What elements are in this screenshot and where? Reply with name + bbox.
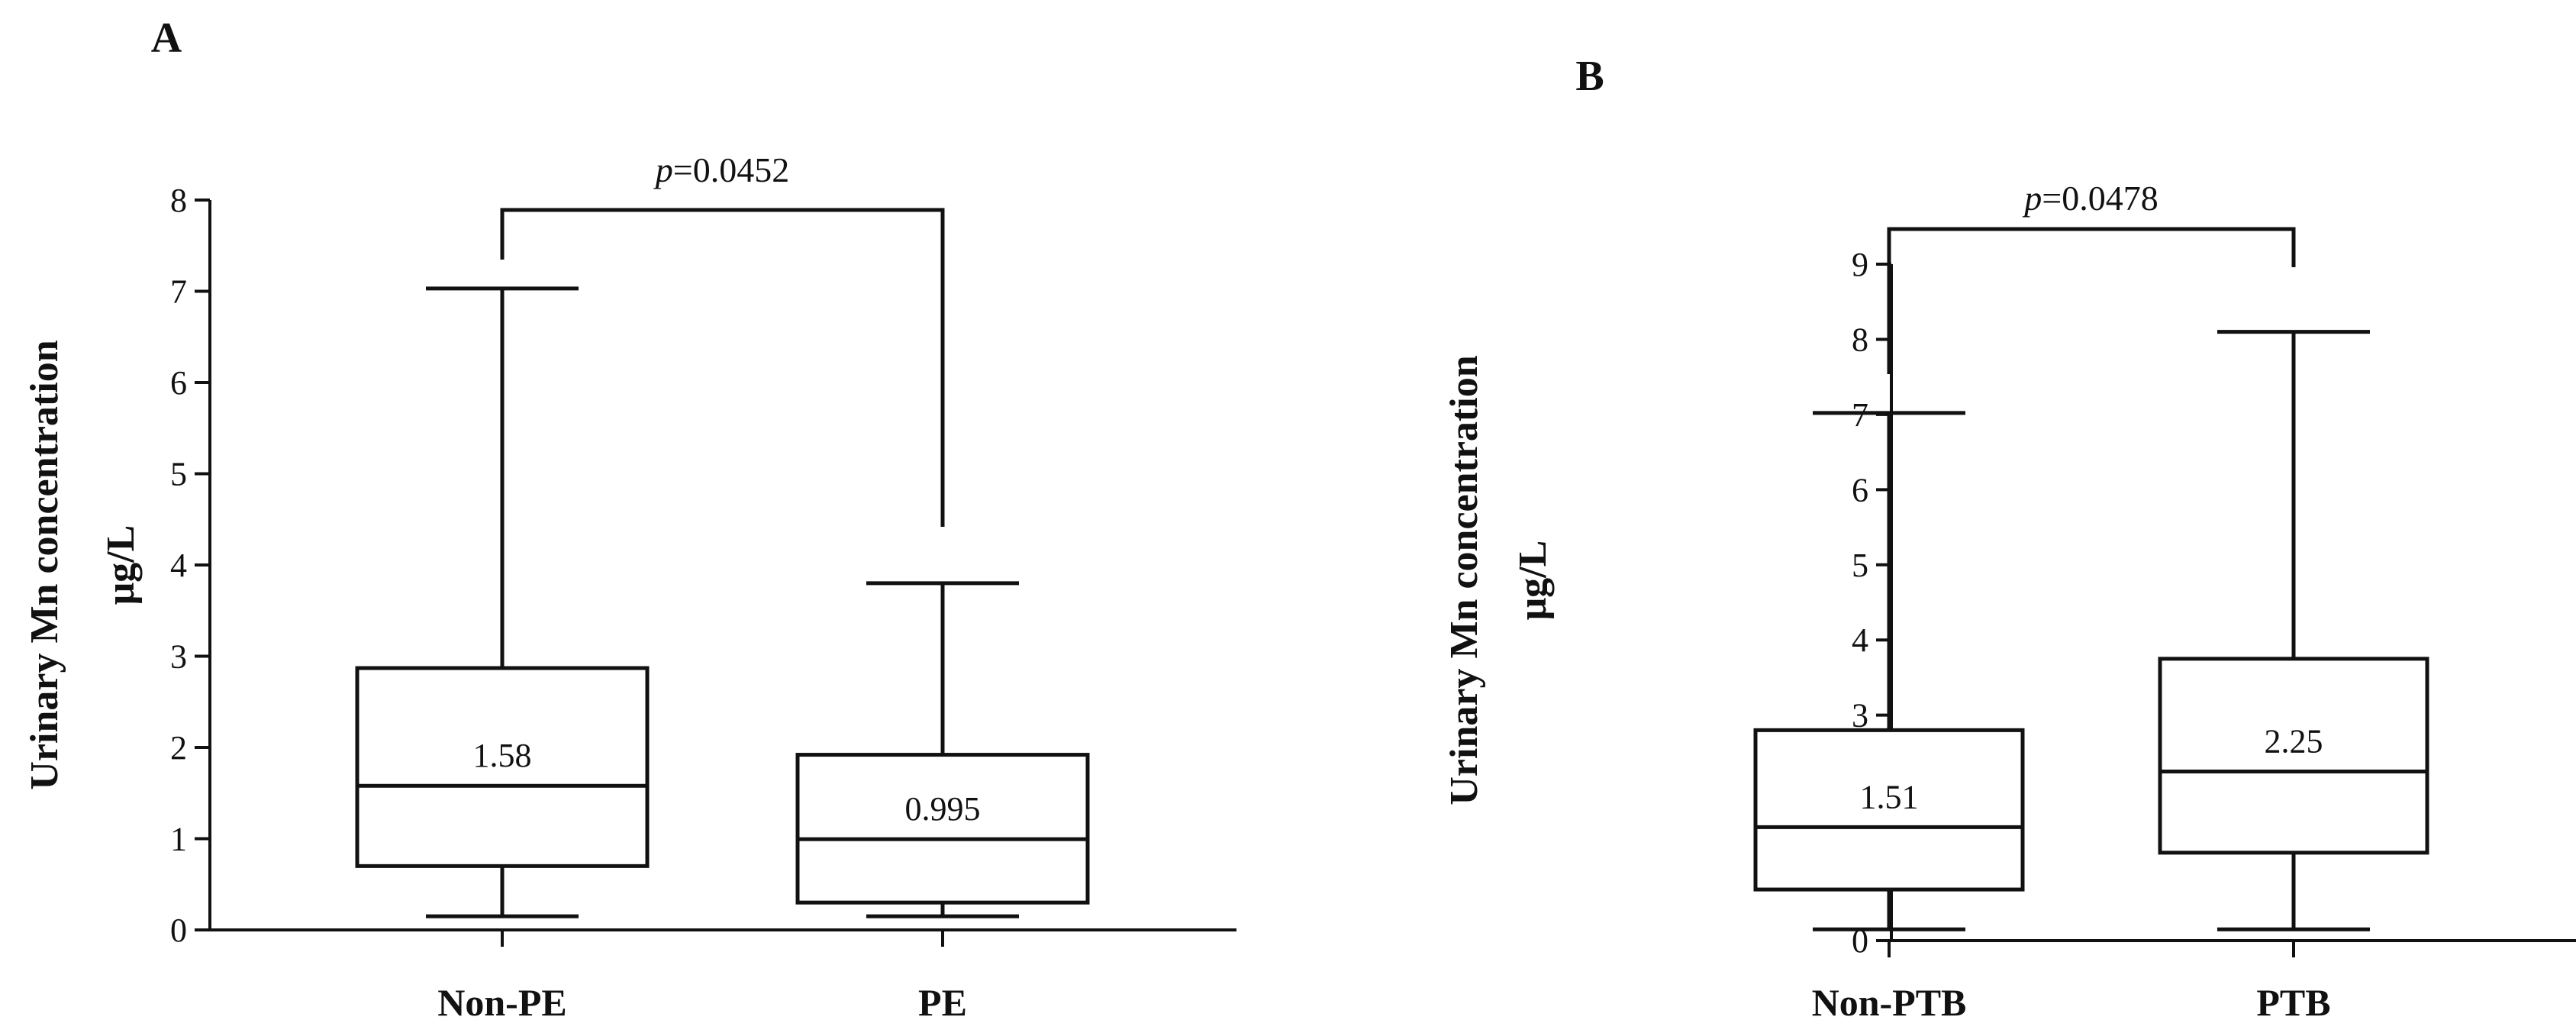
iqr-box bbox=[355, 666, 650, 868]
box-PE: 0.995 PE bbox=[795, 581, 1090, 1024]
y-axis-label: Urinary Mn concentration bbox=[1443, 355, 1486, 805]
p-value-label: p=0.0478 bbox=[2022, 179, 2158, 218]
y-tick-label: 3 bbox=[170, 638, 187, 676]
y-tick-label: 3 bbox=[1852, 697, 1868, 734]
y-tick-label: 0 bbox=[170, 912, 187, 949]
y-tick-label: 6 bbox=[170, 364, 187, 402]
y-tick-label: 8 bbox=[1852, 321, 1868, 358]
y-axis-label: Urinary Mn concentration bbox=[23, 340, 66, 789]
iqr-box bbox=[1753, 728, 2025, 892]
y-axis-unit-label: μg/L bbox=[1511, 541, 1555, 621]
p-symbol: p bbox=[653, 150, 673, 189]
x-category-label: PE bbox=[918, 981, 967, 1024]
y-tick-label: 7 bbox=[170, 273, 187, 311]
y-tick-label: 0 bbox=[1852, 922, 1868, 960]
x-category-label: PTB bbox=[2256, 981, 2330, 1024]
y-tick-label: 4 bbox=[170, 547, 187, 584]
significance-bracket bbox=[500, 208, 945, 527]
p-value: =0.0478 bbox=[2042, 179, 2158, 218]
panel-label: B bbox=[1575, 53, 1604, 100]
y-tick-label: 5 bbox=[170, 456, 187, 493]
median-label: 1.58 bbox=[473, 737, 532, 774]
x-category-label: Non-PTB bbox=[1812, 981, 1967, 1024]
significance-bracket bbox=[1887, 227, 2296, 374]
panel-label: A bbox=[151, 15, 182, 62]
x-category-label: Non-PE bbox=[437, 981, 566, 1024]
y-tick-label: 5 bbox=[1852, 547, 1868, 584]
median-label: 0.995 bbox=[905, 790, 981, 828]
y-tick-label: 6 bbox=[1852, 471, 1868, 508]
median-label: 2.25 bbox=[2265, 723, 2323, 760]
iqr-box bbox=[2158, 657, 2429, 855]
p-value-label: p=0.0452 bbox=[653, 150, 789, 189]
box-Non-PE: 1.58 Non-PE bbox=[355, 286, 650, 1024]
panel-B: B0123456789Urinary Mn concentrationμg/L1… bbox=[1443, 53, 2576, 1024]
median-label: 1.51 bbox=[1860, 778, 1919, 815]
y-axis-unit-label: μg/L bbox=[99, 525, 143, 605]
p-value: =0.0452 bbox=[673, 150, 789, 189]
y-tick-label: 1 bbox=[170, 821, 187, 858]
y-tick-label: 8 bbox=[170, 182, 187, 219]
y-tick-label: 2 bbox=[170, 729, 187, 767]
box-Non-PTB: 1.51 Non-PTB bbox=[1753, 411, 2025, 1024]
box-PTB: 2.25 PTB bbox=[2158, 330, 2429, 1024]
y-tick-label: 9 bbox=[1852, 246, 1868, 283]
iqr-box bbox=[795, 753, 1090, 905]
panel-A: A 0 1 2 3 4 5 6 7 8 Urinary Mn concentration μg/L 1.… bbox=[23, 15, 1236, 1024]
p-symbol: p bbox=[2022, 179, 2042, 218]
y-tick-label: 4 bbox=[1852, 621, 1868, 659]
